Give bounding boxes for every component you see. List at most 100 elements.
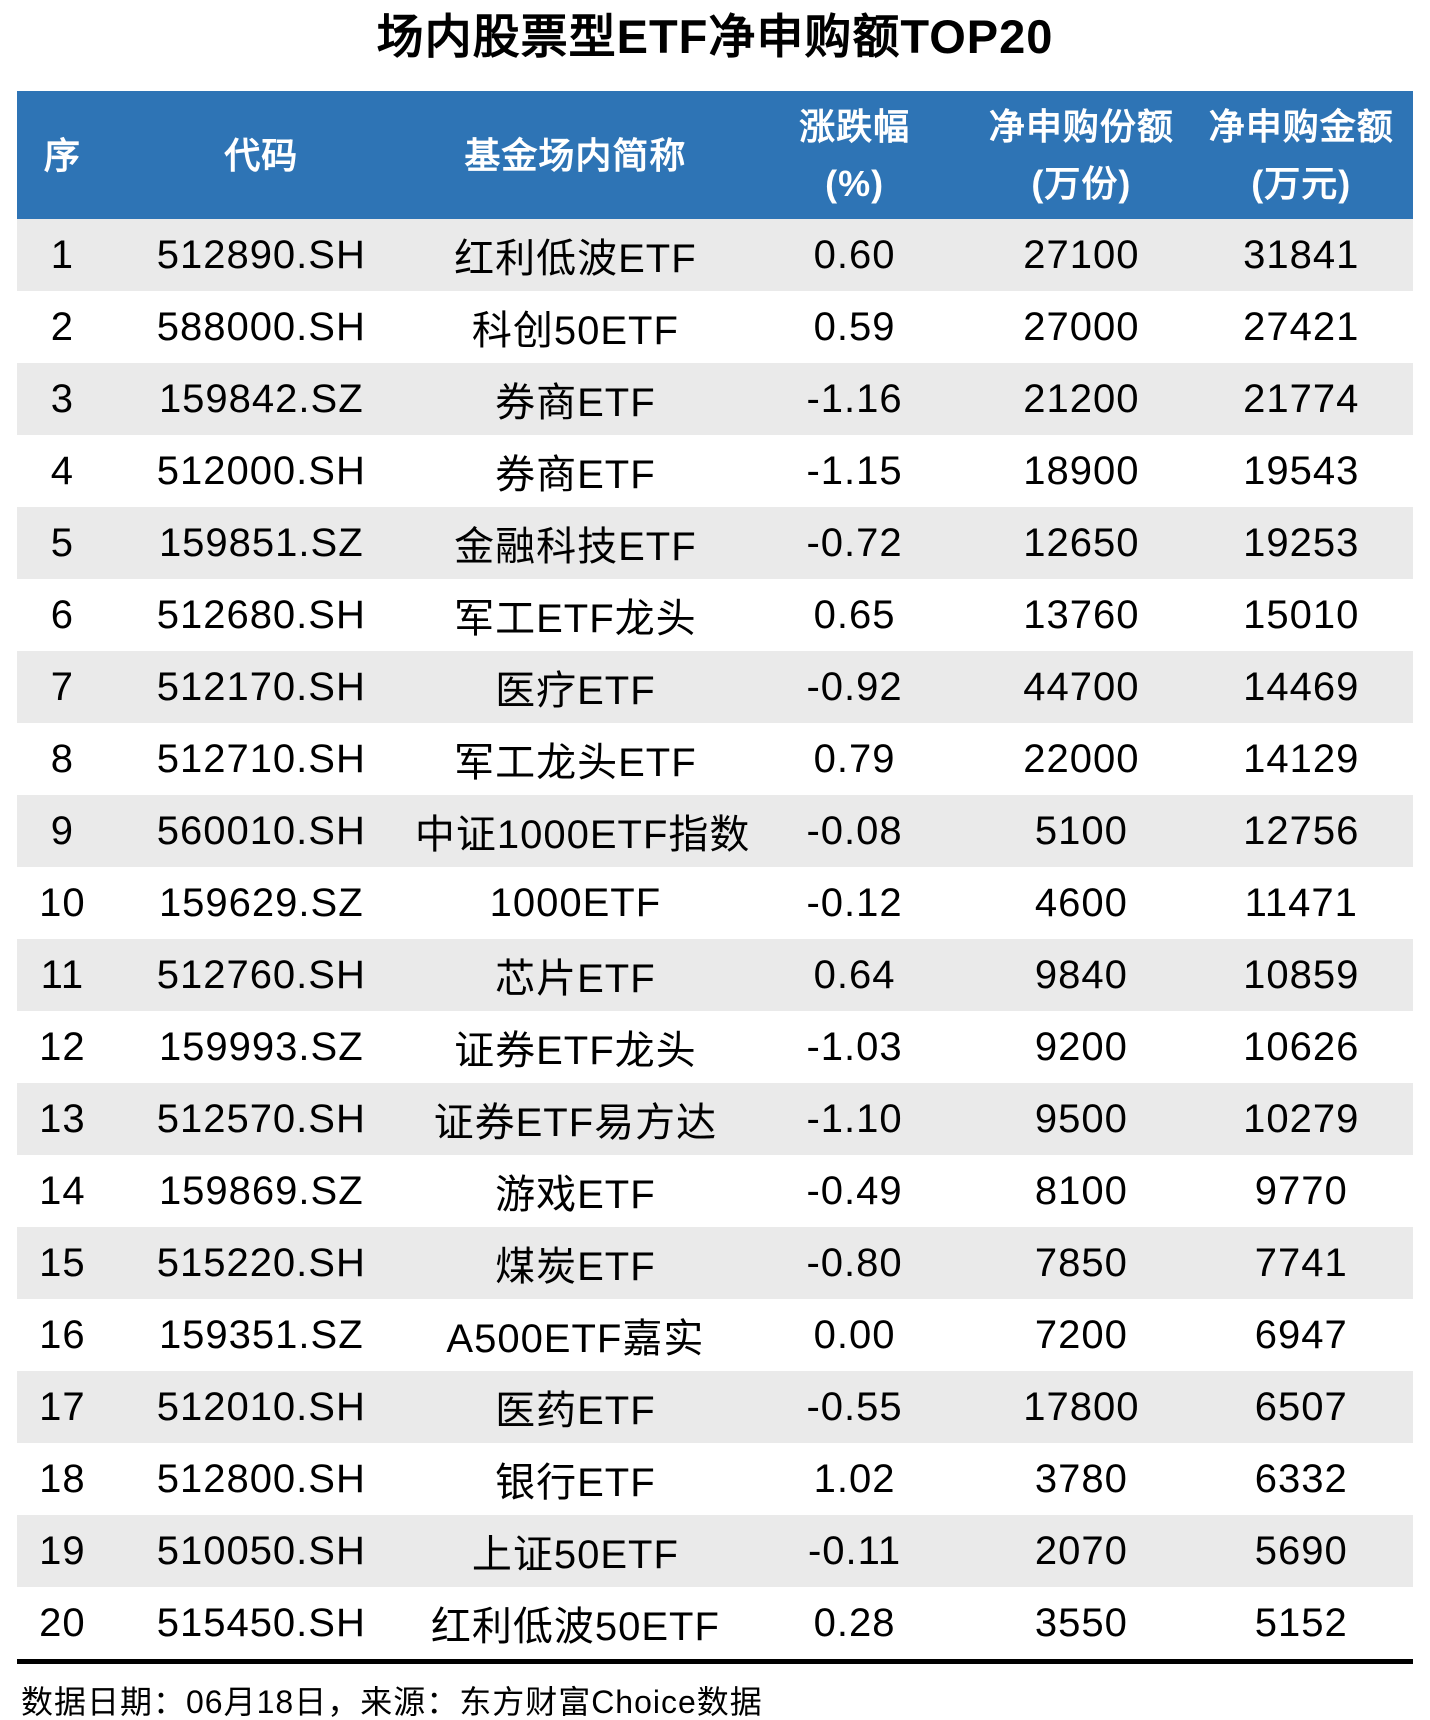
- cell-code: 515450.SH: [156, 1600, 366, 1645]
- page-title: 场内股票型ETF净申购额TOP20: [376, 10, 1054, 63]
- cell-code: 512570.SH: [156, 1096, 366, 1141]
- cell-code: 159869.SZ: [158, 1168, 364, 1213]
- cell-fund-name: 煤炭ETF: [495, 1245, 656, 1289]
- cell-change-pct: -1.16: [806, 376, 903, 421]
- cell-net-shares: 9500: [1034, 1096, 1128, 1141]
- col-header-rank-label: 序: [43, 134, 81, 176]
- cell-rank: 13: [39, 1096, 86, 1141]
- cell-net-amount: 9770: [1254, 1168, 1348, 1213]
- cell-net-amount: 6947: [1254, 1312, 1348, 1357]
- cell-net-shares: 3780: [1034, 1456, 1128, 1501]
- cell-fund-name: 医疗ETF: [495, 669, 656, 713]
- cell-code: 159993.SZ: [158, 1024, 364, 1069]
- table-rows: 1 512890.SH 红利低波ETF 0.60 27100 31841 2 5…: [17, 219, 1413, 1659]
- cell-fund-name: 红利低波50ETF: [430, 1605, 720, 1649]
- cell-net-amount: 31841: [1243, 232, 1360, 277]
- table-row: 9 560010.SH 中证1000ETF指数 -0.08 5100 12756: [17, 795, 1413, 867]
- cell-rank: 1: [50, 232, 74, 277]
- table-row: 3 159842.SZ 券商ETF -1.16 21200 21774: [17, 363, 1413, 435]
- cell-rank: 14: [39, 1168, 86, 1213]
- cell-rank: 16: [39, 1312, 86, 1357]
- table-row: 20 515450.SH 红利低波50ETF 0.28 3550 5152: [17, 1587, 1413, 1659]
- cell-net-shares: 7850: [1034, 1240, 1128, 1285]
- col-header-net-shares-unit: (万份): [1031, 163, 1132, 204]
- cell-change-pct: -1.10: [806, 1096, 903, 1141]
- table-row: 8 512710.SH 军工龙头ETF 0.79 22000 14129: [17, 723, 1413, 795]
- cell-code: 512680.SH: [156, 592, 366, 637]
- cell-change-pct: 0.65: [813, 592, 896, 637]
- cell-rank: 2: [50, 304, 74, 349]
- table-row: 2 588000.SH 科创50ETF 0.59 27000 27421: [17, 291, 1413, 363]
- cell-net-shares: 9840: [1034, 952, 1128, 997]
- cell-rank: 9: [50, 808, 74, 853]
- cell-net-shares: 18900: [1023, 448, 1140, 493]
- cell-net-amount: 21774: [1243, 376, 1360, 421]
- cell-net-amount: 7741: [1254, 1240, 1348, 1285]
- table-row: 5 159851.SZ 金融科技ETF -0.72 12650 19253: [17, 507, 1413, 579]
- col-header-code-label: 代码: [224, 134, 299, 176]
- cell-change-pct: -0.11: [807, 1528, 902, 1573]
- cell-change-pct: 0.60: [813, 232, 896, 277]
- cell-change-pct: -1.03: [806, 1024, 903, 1069]
- table-row: 6 512680.SH 军工ETF龙头 0.65 13760 15010: [17, 579, 1413, 651]
- cell-net-amount: 11471: [1244, 880, 1358, 925]
- cell-net-shares: 7200: [1034, 1312, 1128, 1357]
- cell-net-shares: 27100: [1023, 232, 1140, 277]
- cell-code: 512710.SH: [156, 736, 366, 781]
- cell-net-amount: 5152: [1254, 1600, 1348, 1645]
- table-bottom-rule: [17, 1659, 1413, 1664]
- cell-rank: 15: [39, 1240, 86, 1285]
- cell-code: 512000.SH: [156, 448, 366, 493]
- cell-net-shares: 9200: [1034, 1024, 1128, 1069]
- cell-fund-name: 军工龙头ETF: [454, 741, 697, 785]
- cell-net-amount: 10626: [1243, 1024, 1360, 1069]
- cell-change-pct: -0.49: [806, 1168, 903, 1213]
- cell-change-pct: 1.02: [813, 1456, 896, 1501]
- table-row: 18 512800.SH 银行ETF 1.02 3780 6332: [17, 1443, 1413, 1515]
- cell-net-shares: 3550: [1034, 1600, 1128, 1645]
- cell-net-shares: 2070: [1034, 1528, 1128, 1573]
- cell-fund-name: 证券ETF易方达: [433, 1101, 718, 1145]
- cell-rank: 4: [50, 448, 74, 493]
- cell-net-amount: 14129: [1243, 736, 1360, 781]
- cell-code: 159629.SZ: [158, 880, 364, 925]
- cell-rank: 20: [39, 1600, 86, 1645]
- cell-code: 512760.SH: [156, 952, 366, 997]
- cell-change-pct: 0.64: [813, 952, 896, 997]
- cell-net-shares: 22000: [1023, 736, 1140, 781]
- cell-rank: 10: [39, 880, 86, 925]
- cell-fund-name: A500ETF嘉实: [446, 1317, 705, 1361]
- cell-net-amount: 15010: [1243, 592, 1360, 637]
- cell-fund-name: 银行ETF: [495, 1461, 656, 1505]
- col-header-change-pct: 涨跌幅 (%): [736, 98, 973, 212]
- col-header-fund-name: 基金场内简称: [415, 127, 736, 184]
- cell-code: 512170.SH: [156, 664, 366, 709]
- cell-fund-name: 芯片ETF: [495, 957, 656, 1001]
- cell-code: 512800.SH: [156, 1456, 366, 1501]
- cell-fund-name: 科创50ETF: [471, 309, 679, 353]
- cell-net-shares: 21200: [1023, 376, 1140, 421]
- data-source-note: 数据日期：06月18日，来源：东方财富Choice数据: [21, 1684, 763, 1720]
- cell-net-amount: 10859: [1243, 952, 1360, 997]
- table-row: 11 512760.SH 芯片ETF 0.64 9840 10859: [17, 939, 1413, 1011]
- cell-code: 159851.SZ: [158, 520, 364, 565]
- cell-rank: 19: [39, 1528, 86, 1573]
- col-header-net-amount: 净申购金额 (万元): [1190, 98, 1413, 212]
- cell-change-pct: -0.72: [806, 520, 903, 565]
- col-header-change-pct-unit: (%): [825, 163, 885, 204]
- cell-net-shares: 5100: [1034, 808, 1128, 853]
- cell-net-shares: 13760: [1023, 592, 1140, 637]
- cell-fund-name: 券商ETF: [495, 453, 656, 497]
- cell-change-pct: -0.80: [806, 1240, 903, 1285]
- cell-fund-name: 中证1000ETF指数: [414, 813, 751, 857]
- col-header-fund-name-label: 基金场内简称: [464, 134, 687, 176]
- table-row: 1 512890.SH 红利低波ETF 0.60 27100 31841: [17, 219, 1413, 291]
- col-header-code: 代码: [108, 127, 415, 184]
- cell-code: 560010.SH: [156, 808, 366, 853]
- table-row: 16 159351.SZ A500ETF嘉实 0.00 7200 6947: [17, 1299, 1413, 1371]
- cell-code: 515220.SH: [156, 1240, 366, 1285]
- cell-net-amount: 10279: [1243, 1096, 1360, 1141]
- cell-net-amount: 5690: [1254, 1528, 1348, 1573]
- cell-net-amount: 19253: [1243, 520, 1360, 565]
- cell-code: 159842.SZ: [158, 376, 364, 421]
